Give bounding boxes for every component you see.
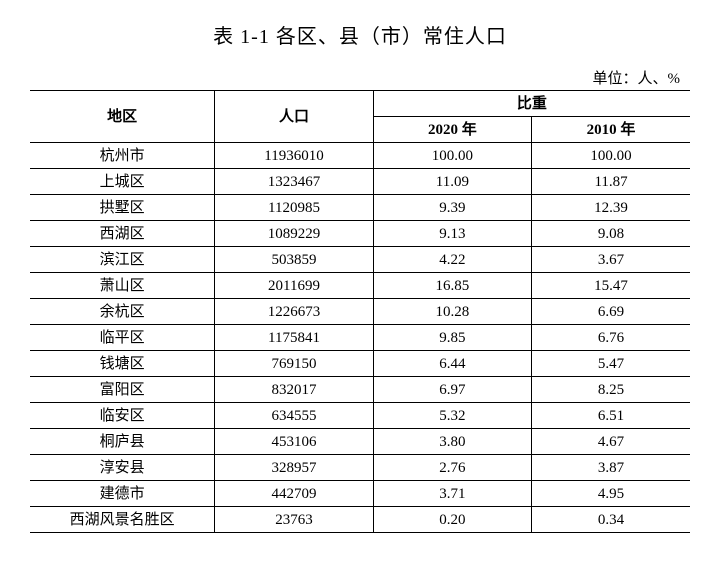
cell-pct2020: 4.22 — [373, 247, 531, 273]
cell-population: 634555 — [215, 403, 373, 429]
table-row: 桐庐县4531063.804.67 — [30, 429, 690, 455]
header-year-2020: 2020 年 — [373, 117, 531, 143]
cell-region: 钱塘区 — [30, 351, 215, 377]
cell-pct2020: 9.13 — [373, 221, 531, 247]
cell-population: 1175841 — [215, 325, 373, 351]
cell-pct2020: 5.32 — [373, 403, 531, 429]
cell-pct2010: 8.25 — [532, 377, 690, 403]
cell-pct2010: 3.67 — [532, 247, 690, 273]
table-row: 滨江区5038594.223.67 — [30, 247, 690, 273]
table-header: 地区 人口 比重 2020 年 2010 年 — [30, 91, 690, 143]
cell-population: 832017 — [215, 377, 373, 403]
cell-population: 1323467 — [215, 169, 373, 195]
cell-population: 11936010 — [215, 143, 373, 169]
cell-population: 2011699 — [215, 273, 373, 299]
cell-pct2020: 3.71 — [373, 481, 531, 507]
cell-pct2020: 100.00 — [373, 143, 531, 169]
cell-region: 淳安县 — [30, 455, 215, 481]
cell-region: 西湖风景名胜区 — [30, 507, 215, 533]
cell-pct2010: 6.69 — [532, 299, 690, 325]
cell-region: 西湖区 — [30, 221, 215, 247]
population-table: 地区 人口 比重 2020 年 2010 年 杭州市11936010100.00… — [30, 90, 690, 533]
cell-population: 769150 — [215, 351, 373, 377]
cell-population: 453106 — [215, 429, 373, 455]
cell-pct2020: 3.80 — [373, 429, 531, 455]
table-row: 西湖区10892299.139.08 — [30, 221, 690, 247]
table-row: 西湖风景名胜区237630.200.34 — [30, 507, 690, 533]
table-row: 上城区132346711.0911.87 — [30, 169, 690, 195]
cell-region: 富阳区 — [30, 377, 215, 403]
cell-pct2020: 6.97 — [373, 377, 531, 403]
cell-region: 桐庐县 — [30, 429, 215, 455]
table-row: 临安区6345555.326.51 — [30, 403, 690, 429]
cell-population: 328957 — [215, 455, 373, 481]
cell-pct2010: 0.34 — [532, 507, 690, 533]
table-row: 拱墅区11209859.3912.39 — [30, 195, 690, 221]
cell-population: 1120985 — [215, 195, 373, 221]
cell-population: 442709 — [215, 481, 373, 507]
cell-pct2020: 10.28 — [373, 299, 531, 325]
cell-region: 萧山区 — [30, 273, 215, 299]
cell-region: 杭州市 — [30, 143, 215, 169]
table-row: 余杭区122667310.286.69 — [30, 299, 690, 325]
cell-pct2020: 16.85 — [373, 273, 531, 299]
table-row: 杭州市11936010100.00100.00 — [30, 143, 690, 169]
table-row: 淳安县3289572.763.87 — [30, 455, 690, 481]
cell-population: 23763 — [215, 507, 373, 533]
cell-region: 临安区 — [30, 403, 215, 429]
cell-pct2020: 9.85 — [373, 325, 531, 351]
header-population: 人口 — [215, 91, 373, 143]
cell-pct2010: 3.87 — [532, 455, 690, 481]
cell-population: 1226673 — [215, 299, 373, 325]
table-row: 钱塘区7691506.445.47 — [30, 351, 690, 377]
cell-pct2020: 0.20 — [373, 507, 531, 533]
header-proportion: 比重 — [373, 91, 690, 117]
cell-region: 临平区 — [30, 325, 215, 351]
table-row: 萧山区201169916.8515.47 — [30, 273, 690, 299]
table-body: 杭州市11936010100.00100.00上城区132346711.0911… — [30, 143, 690, 533]
unit-label: 单位：人、% — [30, 67, 690, 88]
cell-region: 滨江区 — [30, 247, 215, 273]
table-title: 表 1-1 各区、县（市）常住人口 — [30, 20, 690, 49]
cell-population: 503859 — [215, 247, 373, 273]
cell-pct2010: 4.95 — [532, 481, 690, 507]
table-row: 富阳区8320176.978.25 — [30, 377, 690, 403]
cell-pct2010: 5.47 — [532, 351, 690, 377]
header-region: 地区 — [30, 91, 215, 143]
cell-population: 1089229 — [215, 221, 373, 247]
cell-region: 余杭区 — [30, 299, 215, 325]
cell-pct2020: 11.09 — [373, 169, 531, 195]
cell-pct2010: 6.51 — [532, 403, 690, 429]
cell-pct2010: 4.67 — [532, 429, 690, 455]
cell-pct2010: 12.39 — [532, 195, 690, 221]
cell-pct2020: 2.76 — [373, 455, 531, 481]
cell-region: 上城区 — [30, 169, 215, 195]
header-year-2010: 2010 年 — [532, 117, 690, 143]
table-row: 建德市4427093.714.95 — [30, 481, 690, 507]
cell-pct2010: 9.08 — [532, 221, 690, 247]
cell-pct2020: 9.39 — [373, 195, 531, 221]
table-row: 临平区11758419.856.76 — [30, 325, 690, 351]
cell-region: 拱墅区 — [30, 195, 215, 221]
cell-pct2010: 100.00 — [532, 143, 690, 169]
cell-pct2020: 6.44 — [373, 351, 531, 377]
cell-region: 建德市 — [30, 481, 215, 507]
cell-pct2010: 6.76 — [532, 325, 690, 351]
cell-pct2010: 11.87 — [532, 169, 690, 195]
cell-pct2010: 15.47 — [532, 273, 690, 299]
